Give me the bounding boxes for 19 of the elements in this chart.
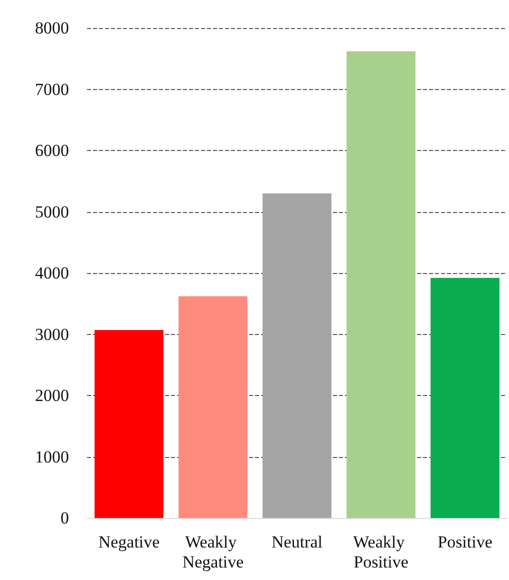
bar (178, 296, 248, 518)
x-tick-label: Weakly Negative (182, 532, 244, 572)
y-tick-label: 4000 (35, 264, 69, 282)
x-tick-label: Positive (438, 532, 492, 552)
y-tick-label: 0 (60, 508, 69, 528)
x-tick-label: Neutral (272, 532, 323, 552)
y-tick-label: 1000 (35, 447, 69, 466)
bar (262, 193, 332, 518)
bar (94, 330, 164, 518)
bar (430, 278, 500, 518)
x-tick-label: Weakly Positive (353, 532, 409, 572)
y-tick-label: 2000 (35, 386, 69, 405)
y-tick-label: 5000 (35, 202, 69, 222)
y-tick-label: 6000 (35, 141, 69, 160)
x-tick-label: Negative (98, 532, 160, 552)
bar (346, 51, 416, 518)
y-tick-label: 3000 (35, 324, 69, 344)
y-tick-label: 7000 (35, 80, 69, 99)
y-tick-label: 8000 (35, 18, 69, 38)
